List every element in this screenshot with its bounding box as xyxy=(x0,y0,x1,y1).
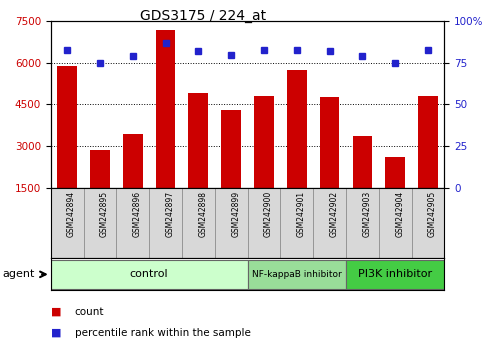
Bar xyxy=(84,188,116,258)
Bar xyxy=(215,188,248,258)
Text: GSM242895: GSM242895 xyxy=(100,191,109,237)
Bar xyxy=(90,150,110,188)
Bar xyxy=(156,30,175,188)
Bar xyxy=(280,188,313,258)
Text: GSM242903: GSM242903 xyxy=(362,191,371,238)
Text: GSM242900: GSM242900 xyxy=(264,191,273,238)
Bar xyxy=(248,260,346,289)
Text: GSM242897: GSM242897 xyxy=(166,191,174,237)
Text: ■: ■ xyxy=(51,328,61,338)
Bar xyxy=(346,260,444,289)
Text: agent: agent xyxy=(2,269,35,279)
Bar xyxy=(320,97,340,188)
Bar xyxy=(412,188,444,258)
Bar xyxy=(182,188,215,258)
Bar xyxy=(418,96,438,188)
Text: ■: ■ xyxy=(51,307,61,316)
Text: GSM242905: GSM242905 xyxy=(428,191,437,238)
Bar xyxy=(51,188,84,258)
Bar xyxy=(57,65,77,188)
Bar xyxy=(385,157,405,188)
Bar xyxy=(254,96,274,188)
Text: NF-kappaB inhibitor: NF-kappaB inhibitor xyxy=(252,270,341,279)
Bar xyxy=(123,133,142,188)
Text: GSM242899: GSM242899 xyxy=(231,191,240,237)
Text: GSM242901: GSM242901 xyxy=(297,191,306,237)
Text: PI3K inhibitor: PI3K inhibitor xyxy=(358,269,432,279)
Text: GSM242894: GSM242894 xyxy=(67,191,76,237)
Bar xyxy=(353,136,372,188)
Text: control: control xyxy=(130,269,169,279)
Text: GSM242898: GSM242898 xyxy=(199,191,207,237)
Text: GSM242896: GSM242896 xyxy=(133,191,142,237)
Bar xyxy=(287,70,307,188)
Text: count: count xyxy=(75,307,104,316)
Text: GSM242902: GSM242902 xyxy=(329,191,339,237)
Bar xyxy=(51,260,247,289)
Text: GDS3175 / 224_at: GDS3175 / 224_at xyxy=(140,9,266,23)
Bar xyxy=(149,188,182,258)
Bar xyxy=(379,188,412,258)
Bar xyxy=(116,188,149,258)
Text: GSM242904: GSM242904 xyxy=(395,191,404,238)
Bar xyxy=(313,188,346,258)
Bar xyxy=(188,93,208,188)
Text: percentile rank within the sample: percentile rank within the sample xyxy=(75,328,251,338)
Bar xyxy=(221,110,241,188)
Bar xyxy=(248,188,280,258)
Bar xyxy=(346,188,379,258)
